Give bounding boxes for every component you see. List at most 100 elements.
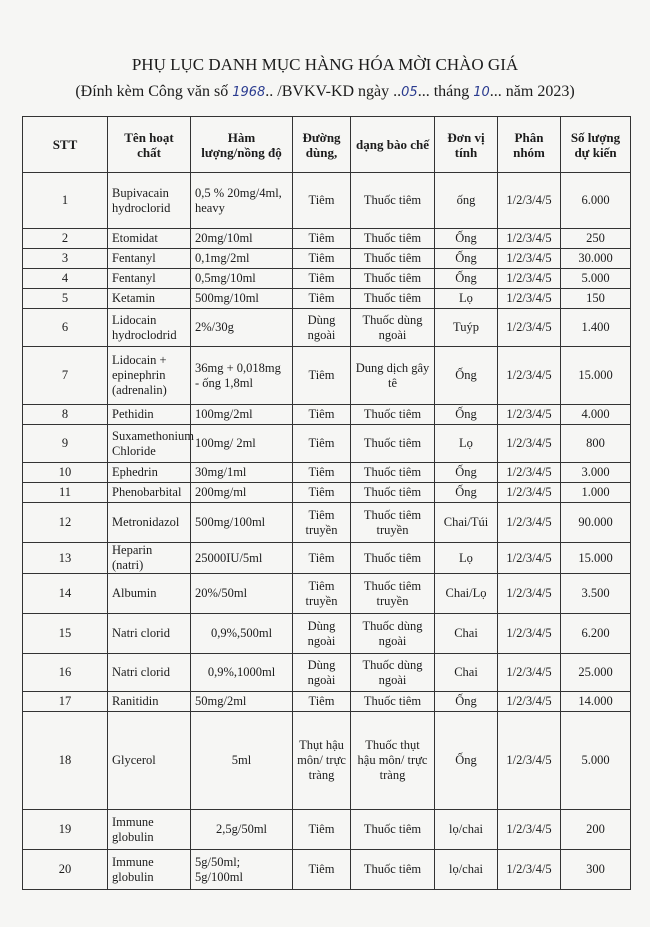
cell-group: 1/2/3/4/5 <box>497 268 561 289</box>
cell-unit: lọ/chai <box>434 809 498 850</box>
cell-form: Thuốc tiêm <box>350 228 435 249</box>
cell-name: Lidocain + epinephrin (adrenalin) <box>107 346 191 405</box>
cell-stt: 8 <box>22 404 108 425</box>
cell-quantity: 150 <box>560 288 631 309</box>
table-row: 13 Heparin (natri) 25000IU/5ml Tiêm Thuốc ti… <box>22 542 631 574</box>
cell-form: Thuốc tiêm <box>350 849 435 890</box>
cell-strength: 25000IU/5ml <box>190 542 293 574</box>
cell-route: Tiêm <box>292 482 351 503</box>
cell-strength: 500mg/10ml <box>190 288 293 309</box>
cell-group: 1/2/3/4/5 <box>497 691 561 712</box>
cell-form: Thuốc tiêm <box>350 172 435 229</box>
cell-name: Immune globulin <box>107 849 191 890</box>
cell-stt: 19 <box>22 809 108 850</box>
cell-stt: 12 <box>22 502 108 543</box>
cell-strength: 200mg/ml <box>190 482 293 503</box>
cell-quantity: 1.000 <box>560 482 631 503</box>
cell-stt: 16 <box>22 653 108 692</box>
table-row: 14 Albumin 20%/50ml Tiêm truyền Thuốc tiêm t… <box>22 573 631 614</box>
cell-unit: Chai/Lọ <box>434 573 498 614</box>
cell-strength: 20%/50ml <box>190 573 293 614</box>
cell-quantity: 800 <box>560 424 631 463</box>
cell-form: Thuốc tiêm <box>350 288 435 309</box>
cell-strength: 0,9%,1000ml <box>190 653 293 692</box>
table-row: 7 Lidocain + epinephrin (adrenalin) 36mg +… <box>22 346 631 405</box>
cell-unit: Ống <box>434 404 498 425</box>
cell-name: Lidocain hydroclodrid <box>107 308 191 347</box>
cell-name: Fentanyl <box>107 268 191 289</box>
cell-route: Tiêm truyền <box>292 573 351 614</box>
cell-unit: Ống <box>434 346 498 405</box>
cell-name: Ranitidin <box>107 691 191 712</box>
cell-name: Immune globulin <box>107 809 191 850</box>
cell-stt: 6 <box>22 308 108 347</box>
cell-quantity: 14.000 <box>560 691 631 712</box>
cell-form: Thuốc dùng ngoài <box>350 308 435 347</box>
table-row: 3 Fentanyl 0,1mg/2ml Tiêm Thuốc tiêm Ống 1/2/3… <box>22 248 631 269</box>
cell-name: Ketamin <box>107 288 191 309</box>
cell-route: Dùng ngoài <box>292 613 351 654</box>
cell-quantity: 4.000 <box>560 404 631 425</box>
cell-route: Thụt hậu môn/ trực tràng <box>292 711 351 810</box>
cell-form: Thuốc tiêm <box>350 462 435 483</box>
cell-stt: 3 <box>22 248 108 269</box>
cell-form: Thuốc tiêm <box>350 691 435 712</box>
cell-name: Natri clorid <box>107 613 191 654</box>
cell-strength: 2,5g/50ml <box>190 809 293 850</box>
cell-quantity: 3.500 <box>560 573 631 614</box>
cell-name: Ephedrin <box>107 462 191 483</box>
cell-unit: Ống <box>434 711 498 810</box>
cell-group: 1/2/3/4/5 <box>497 404 561 425</box>
cell-name: Pethidin <box>107 404 191 425</box>
cell-stt: 18 <box>22 711 108 810</box>
cell-form: Thuốc tiêm <box>350 542 435 574</box>
cell-route: Dùng ngoài <box>292 653 351 692</box>
cell-form: Thuốc thụt hậu môn/ trực tràng <box>350 711 435 810</box>
cell-form: Dung dịch gây tê <box>350 346 435 405</box>
handwritten-month: 10 <box>473 85 490 100</box>
cell-group: 1/2/3/4/5 <box>497 573 561 614</box>
table-row: 20 Immune globulin 5g/50ml; 5g/100ml Tiêm Th… <box>22 849 631 890</box>
cell-name: Phenobarbital <box>107 482 191 503</box>
cell-stt: 13 <box>22 542 108 574</box>
cell-unit: lọ/chai <box>434 849 498 890</box>
document-subtitle: (Đính kèm Công văn số 1968.. /BVKV-KD ng… <box>0 83 650 101</box>
cell-form: Thuốc dùng ngoài <box>350 653 435 692</box>
cell-route: Tiêm <box>292 288 351 309</box>
cell-quantity: 5.000 <box>560 711 631 810</box>
cell-unit: Ống <box>434 482 498 503</box>
cell-group: 1/2/3/4/5 <box>497 809 561 850</box>
header-unit: Đơn vị tính <box>434 116 498 173</box>
cell-stt: 2 <box>22 228 108 249</box>
cell-stt: 5 <box>22 288 108 309</box>
cell-group: 1/2/3/4/5 <box>497 172 561 229</box>
header-stt: STT <box>22 116 108 173</box>
header-strength: Hàm lượng/nồng độ <box>190 116 293 173</box>
header-form: dạng bào chế <box>350 116 435 173</box>
cell-quantity: 30.000 <box>560 248 631 269</box>
cell-form: Thuốc tiêm truyền <box>350 502 435 543</box>
goods-table: STT Tên hoạt chất Hàm lượng/nồng độ Đường d… <box>22 116 631 890</box>
handwritten-number: 1968 <box>232 85 266 100</box>
table-row: 6 Lidocain hydroclodrid 2%/30g Dùng ngoài Th… <box>22 308 631 347</box>
cell-form: Thuốc dùng ngoài <box>350 613 435 654</box>
subtitle-text: ... năm 2023) <box>489 83 575 100</box>
cell-name: Heparin (natri) <box>107 542 191 574</box>
cell-unit: Lọ <box>434 424 498 463</box>
cell-name: Fentanyl <box>107 248 191 269</box>
cell-strength: 0,5 % 20mg/4ml, heavy <box>190 172 293 229</box>
cell-name: Albumin <box>107 573 191 614</box>
cell-quantity: 250 <box>560 228 631 249</box>
subtitle-text: .. /BVKV-KD ngày .. <box>265 83 402 100</box>
cell-strength: 100mg/ 2ml <box>190 424 293 463</box>
cell-quantity: 1.400 <box>560 308 631 347</box>
cell-group: 1/2/3/4/5 <box>497 653 561 692</box>
cell-unit: Ống <box>434 228 498 249</box>
cell-unit: Chai <box>434 613 498 654</box>
table-row: 11 Phenobarbital 200mg/ml Tiêm Thuốc tiêm Ống… <box>22 482 631 503</box>
cell-route: Tiêm <box>292 346 351 405</box>
table-row: 16 Natri clorid 0,9%,1000ml Dùng ngoài Thuốc… <box>22 653 631 692</box>
cell-strength: 5ml <box>190 711 293 810</box>
cell-stt: 4 <box>22 268 108 289</box>
cell-strength: 500mg/100ml <box>190 502 293 543</box>
